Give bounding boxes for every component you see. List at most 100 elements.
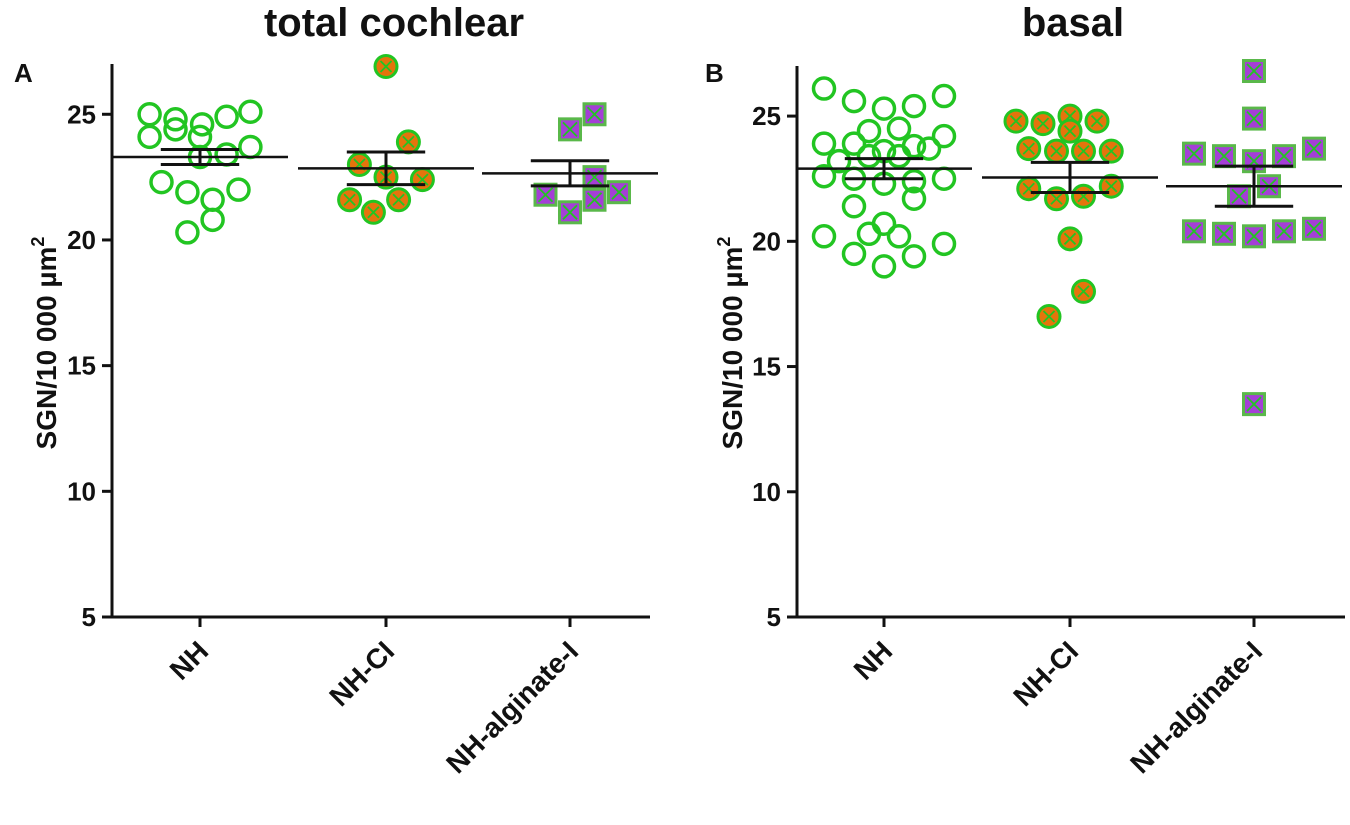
data-point	[214, 142, 239, 167]
panel-b-group-nh-alginate-i	[1166, 59, 1342, 417]
data-point	[163, 107, 188, 132]
point-cross	[1276, 148, 1292, 164]
data-point	[811, 163, 837, 189]
panel-b-letter: B	[705, 58, 724, 88]
point-cross	[1050, 145, 1063, 158]
panel-b-marks	[796, 59, 1342, 417]
data-point	[1302, 136, 1326, 161]
data-point	[1057, 118, 1083, 144]
point-cross	[1246, 396, 1262, 412]
panel-a-title: total cochlear	[264, 1, 524, 45]
data-point	[1003, 108, 1029, 134]
data-point	[841, 194, 867, 219]
data-point	[856, 118, 882, 144]
panel-b-y-tick-label: 15	[752, 352, 781, 382]
data-point	[931, 231, 957, 257]
data-point	[901, 244, 927, 269]
data-point	[226, 177, 251, 202]
data-point	[871, 211, 897, 237]
data-point	[1242, 59, 1266, 84]
data-point	[346, 152, 372, 178]
point-cross	[1216, 226, 1232, 242]
data-point	[1182, 219, 1206, 244]
data-point	[1272, 219, 1296, 244]
data-point	[1098, 138, 1124, 164]
data-point	[137, 124, 162, 150]
data-point	[811, 76, 837, 101]
data-point	[200, 207, 225, 233]
data-point	[841, 241, 867, 267]
data-point	[931, 83, 957, 109]
point-cross	[1105, 145, 1118, 158]
data-point	[395, 129, 421, 155]
data-point	[1212, 144, 1236, 169]
panel-a-x-tick-label: NH-CI	[323, 635, 400, 712]
data-point	[1057, 226, 1083, 252]
data-point	[200, 187, 225, 212]
data-point	[871, 96, 897, 121]
point-cross	[1009, 114, 1023, 128]
point-cross	[562, 204, 578, 220]
data-point	[582, 102, 607, 127]
panel-b-y-tick-label: 20	[752, 226, 781, 256]
data-point	[1016, 176, 1042, 202]
data-point	[856, 221, 882, 247]
data-point	[841, 131, 867, 156]
point-cross	[1246, 63, 1262, 79]
data-point	[811, 131, 837, 156]
data-point	[1272, 144, 1296, 169]
data-point	[1242, 106, 1266, 131]
point-cross	[392, 193, 405, 206]
data-point	[1071, 278, 1096, 304]
point-cross	[1105, 180, 1118, 193]
panel-a-group-nh-alginate-i	[482, 102, 658, 225]
data-point	[582, 187, 607, 212]
data-point	[1227, 184, 1251, 209]
panel-b-group-nh-ci	[982, 103, 1158, 329]
panel-b-y-axis-label: SGN/10 000 µm2	[714, 237, 748, 450]
data-point	[187, 124, 213, 150]
data-point	[886, 143, 912, 169]
data-point	[826, 148, 852, 174]
data-point	[1084, 108, 1110, 134]
data-point	[1302, 216, 1326, 241]
data-point	[189, 112, 215, 137]
data-point	[1030, 111, 1056, 137]
data-point	[1071, 183, 1096, 209]
panel-a-group-nh	[112, 99, 288, 245]
data-point	[337, 187, 363, 213]
panel-a-letter: A	[14, 58, 33, 88]
point-cross	[343, 193, 356, 206]
panel-a-y-tick-label: 15	[67, 351, 96, 381]
panel-b-x-tick-label: NH-alginate-I	[1124, 635, 1268, 779]
data-point	[901, 186, 927, 211]
panel-b-title: basal	[1022, 1, 1124, 45]
point-cross	[379, 60, 393, 73]
point-cross	[1231, 188, 1247, 204]
data-point	[149, 169, 174, 195]
data-point	[1212, 221, 1236, 246]
data-point	[811, 224, 837, 249]
data-point	[886, 224, 912, 249]
point-cross	[1306, 221, 1322, 237]
point-cross	[537, 187, 554, 203]
data-point	[558, 200, 582, 225]
data-point	[871, 254, 897, 279]
data-point	[558, 117, 582, 142]
panel-a-y-tick-label: 20	[67, 225, 96, 255]
panel-a-group-nh-ci	[298, 54, 474, 225]
point-cross	[1063, 232, 1077, 245]
data-point	[386, 187, 412, 213]
point-cross	[611, 184, 627, 200]
data-point	[582, 165, 607, 190]
panel-a-y-axis-label: SGN/10 000 µm2	[28, 237, 62, 450]
panel-a: total cochlear A SGN/10 000 µm2 5 10 15 20 2…	[14, 1, 658, 779]
data-point	[175, 179, 200, 205]
data-point	[175, 220, 200, 245]
point-cross	[402, 135, 415, 149]
point-cross	[367, 206, 380, 219]
panel-a-y-tick-label: 10	[67, 476, 96, 506]
data-point	[856, 143, 882, 169]
data-point	[1182, 141, 1206, 166]
panel-b-x-tick-label: NH-CI	[1007, 635, 1084, 712]
